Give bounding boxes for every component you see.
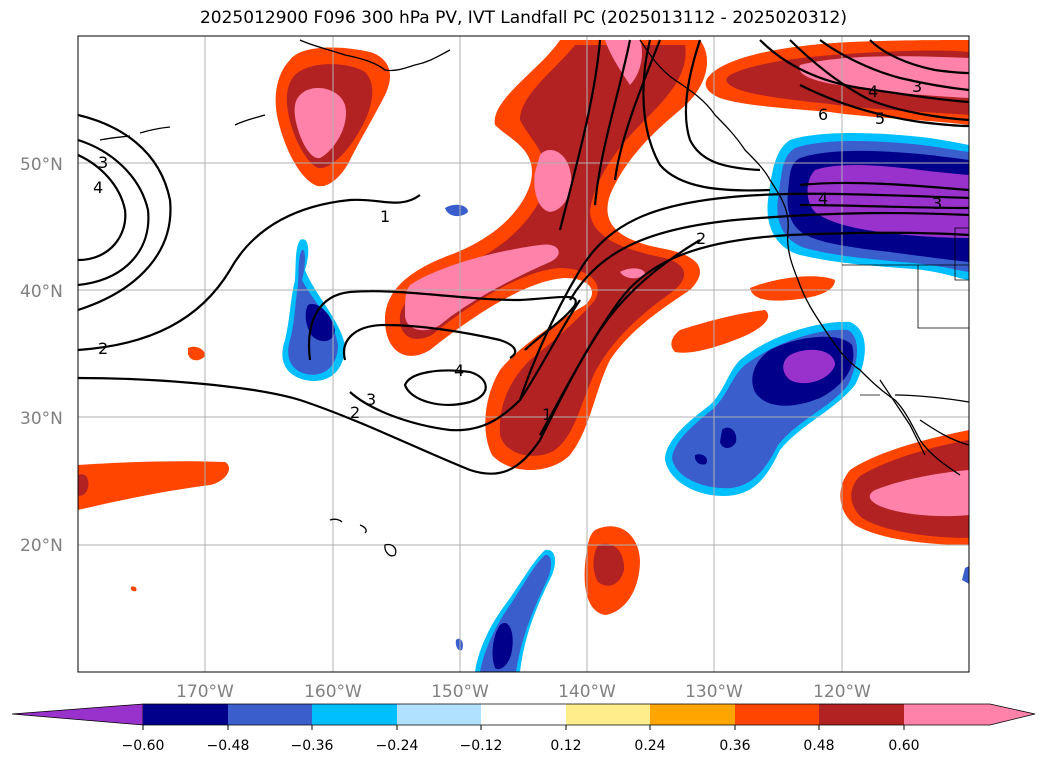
colorbar-swatch [228, 704, 312, 725]
colorbar-tick-label: −0.60 [122, 738, 165, 754]
colorbar-swatch [312, 704, 397, 725]
contour-label: 3 [366, 390, 376, 409]
contour-label: 1 [542, 405, 552, 424]
colorbar-swatch [650, 704, 735, 725]
colorbar-tick-label: 0.36 [719, 738, 750, 754]
lon-label: 120°W [813, 682, 871, 702]
negative-anomaly-offshore-california [665, 321, 865, 496]
contour-lines [78, 39, 969, 475]
map-title: 2025012900 F096 300 hPa PV, IVT Landfall… [199, 8, 847, 28]
colorbar-tick-label: 0.24 [634, 738, 665, 754]
lon-label: 160°W [304, 682, 362, 702]
colorbar-tick-label: 0.12 [550, 738, 581, 754]
latitude-labels: 20°N 30°N 40°N 50°N [20, 155, 63, 556]
contour-label: 5 [875, 109, 885, 128]
colorbar-swatch [735, 704, 819, 725]
colorbar-swatch [481, 704, 566, 725]
colorbar-extend-low [11, 703, 144, 726]
colorbar-tick-label: 0.48 [803, 738, 834, 754]
negative-anomaly-central-pacific [282, 204, 468, 381]
positive-anomaly-ridge [385, 40, 708, 470]
borders [842, 227, 969, 396]
contour-label: 6 [818, 105, 828, 124]
map-frame [77, 35, 970, 673]
contour-label-group: 3 4 2 1 3 2 4 1 2 4 3 6 5 4 3 [93, 77, 942, 424]
colorbar-swatch [819, 704, 904, 725]
contour-label: 4 [868, 82, 878, 101]
lat-label: 20°N [20, 536, 63, 556]
negative-anomaly-south [455, 549, 969, 672]
graticule [78, 36, 969, 672]
colorbar-tick-label: −0.36 [291, 738, 334, 754]
colorbar-tick-label: −0.48 [207, 738, 250, 754]
colorbar: −0.60 −0.48 −0.36 −0.24 −0.12 0.12 0.24 … [11, 703, 1036, 754]
colorbar-tick-label: −0.24 [376, 738, 419, 754]
contour-label: 2 [696, 229, 706, 248]
lon-label: 140°W [558, 682, 616, 702]
lat-label: 30°N [20, 409, 63, 429]
lat-label: 40°N [20, 282, 63, 302]
positive-anomaly-patches [78, 276, 835, 615]
colorbar-swatch [143, 704, 228, 725]
contour-label: 4 [818, 189, 828, 208]
contour-label: 2 [350, 403, 360, 422]
contour-label: 4 [454, 361, 464, 380]
contour-label: 2 [98, 339, 108, 358]
contour-label: 3 [98, 153, 108, 172]
colorbar-tick-label: −0.12 [460, 738, 503, 754]
lat-label: 50°N [20, 155, 63, 175]
colorbar-swatch [566, 704, 650, 725]
contour-label: 1 [380, 207, 390, 226]
longitude-labels: 170°W 160°W 150°W 140°W 130°W 120°W [176, 682, 871, 702]
colorbar-ticks [142, 725, 905, 730]
lon-label: 130°W [685, 682, 743, 702]
contour-label: 3 [912, 77, 922, 96]
lon-label: 170°W [176, 682, 234, 702]
contour-label: 3 [932, 194, 942, 213]
colorbar-swatch [397, 704, 481, 725]
lon-label: 150°W [431, 682, 489, 702]
map-plot-area: 3 4 2 1 3 2 4 1 2 4 3 6 5 4 3 [78, 36, 969, 672]
colorbar-extend-high [904, 704, 1035, 725]
colorbar-tick-label: 0.60 [888, 738, 919, 754]
contour-label: 4 [93, 178, 103, 197]
